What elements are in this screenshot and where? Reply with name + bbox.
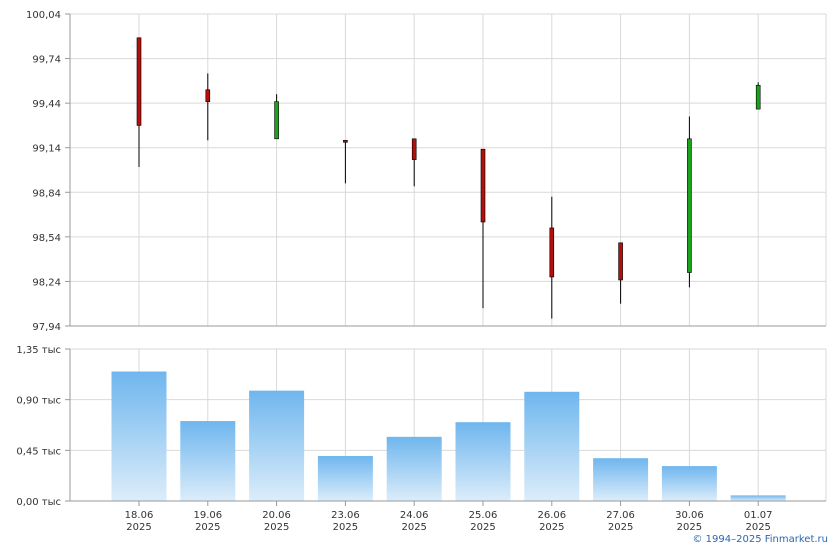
candle-body xyxy=(411,138,417,160)
price-tick-label: 99,74 xyxy=(32,55,61,66)
x-tick-label: 01.07 2025 xyxy=(744,510,773,533)
candle-body xyxy=(480,148,486,223)
x-tick-label: 26.06 2025 xyxy=(537,510,566,533)
volume-bar xyxy=(524,391,580,501)
x-tick-label: 18.06 2025 xyxy=(125,510,154,533)
candle-body xyxy=(618,242,623,281)
volume-bar xyxy=(386,436,442,501)
x-tick-label: 30.06 2025 xyxy=(675,510,704,533)
price-tick-label: 99,44 xyxy=(32,99,61,110)
volume-panel: 1,35 тыс 0,90 тыс 0,45 тыс 0,00 тыс xyxy=(16,345,827,508)
x-axis: 18.06 2025 19.06 2025 20.06 2025 23.06 2025 24.0… xyxy=(125,501,773,533)
volume-bar xyxy=(455,422,511,501)
volume-tick-label: 0,90 тыс xyxy=(16,396,61,407)
price-tick-label: 98,54 xyxy=(32,233,61,244)
volume-bar xyxy=(111,371,167,501)
volume-bar xyxy=(730,495,786,501)
volume-bar xyxy=(180,421,236,501)
price-panel: 100,04 99,74 99,44 99,14 98,84 98,54 98,24 97,9… xyxy=(26,10,827,333)
x-tick-label: 25.06 2025 xyxy=(469,510,498,533)
price-tick-label: 98,24 xyxy=(32,277,61,288)
volume-bar xyxy=(317,455,373,501)
price-tick-label: 99,14 xyxy=(32,144,61,155)
candle-body xyxy=(549,227,555,278)
volume-tick-label: 0,00 тыс xyxy=(16,497,61,508)
volume-bar xyxy=(661,466,717,501)
x-tick-label: 23.06 2025 xyxy=(331,510,360,533)
price-tick-label: 100,04 xyxy=(26,10,61,21)
volume-tick-label: 0,45 тыс xyxy=(16,446,61,457)
candle-body xyxy=(687,138,692,273)
volume-bar xyxy=(593,458,649,501)
candle-body xyxy=(136,37,142,126)
volume-bar xyxy=(249,390,305,501)
candle-body xyxy=(755,85,761,110)
volume-tick-label: 1,35 тыс xyxy=(16,345,61,356)
x-tick-label: 19.06 2025 xyxy=(193,510,222,533)
price-tick-label: 98,84 xyxy=(32,188,61,199)
copyright-text: © 1994–2025 Finmarket.ru xyxy=(692,534,828,545)
x-tick-label: 20.06 2025 xyxy=(262,510,291,533)
x-tick-label: 24.06 2025 xyxy=(400,510,429,533)
x-tick-label: 27.06 2025 xyxy=(606,510,635,533)
candle-body xyxy=(343,139,348,143)
candle-body xyxy=(274,101,279,140)
price-tick-label: 97,94 xyxy=(32,322,61,333)
candle-body xyxy=(205,89,211,102)
